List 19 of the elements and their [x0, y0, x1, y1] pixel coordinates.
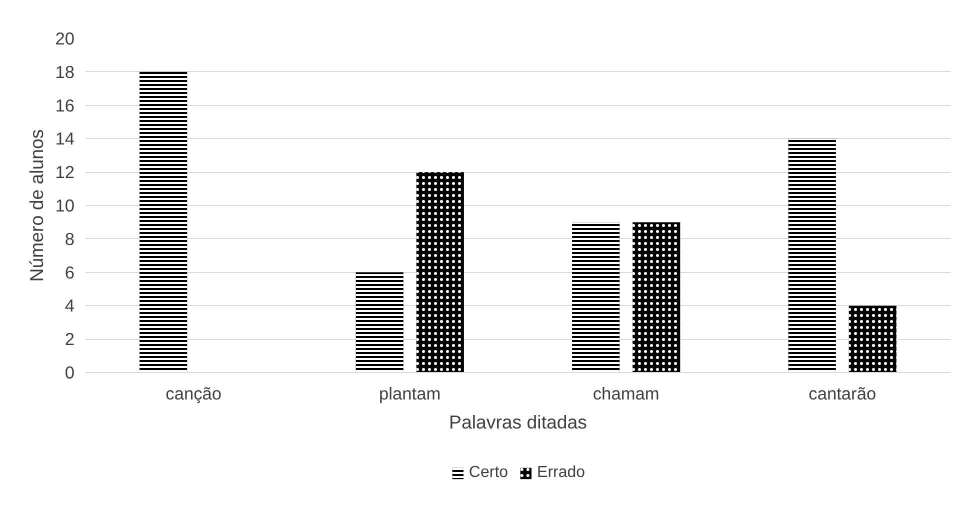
- y-axis-title: Número de alunos: [26, 129, 48, 282]
- legend-label: Certo: [468, 464, 508, 482]
- legend-label: Errado: [537, 464, 586, 482]
- y-tick-label: 6: [64, 262, 75, 282]
- x-tick-label: chamam: [592, 384, 660, 404]
- x-tick-label: plantam: [379, 384, 441, 404]
- y-tick-label: 4: [64, 296, 75, 316]
- y-tick-label: 18: [55, 62, 75, 82]
- y-tick-label: 16: [55, 95, 75, 116]
- y-tick-label: 0: [64, 362, 75, 382]
- y-tick-label: 10: [55, 196, 75, 216]
- x-tick-label: cantarão: [808, 384, 876, 404]
- y-tick-label: 14: [55, 128, 75, 149]
- y-tick-label: 8: [64, 228, 75, 249]
- y-tick-label: 20: [55, 28, 75, 48]
- y-tick-label: 12: [55, 162, 75, 182]
- y-tick-label: 2: [64, 329, 75, 350]
- x-axis-title: Palavras ditadas: [449, 412, 587, 432]
- x-tick-label: canção: [166, 384, 222, 404]
